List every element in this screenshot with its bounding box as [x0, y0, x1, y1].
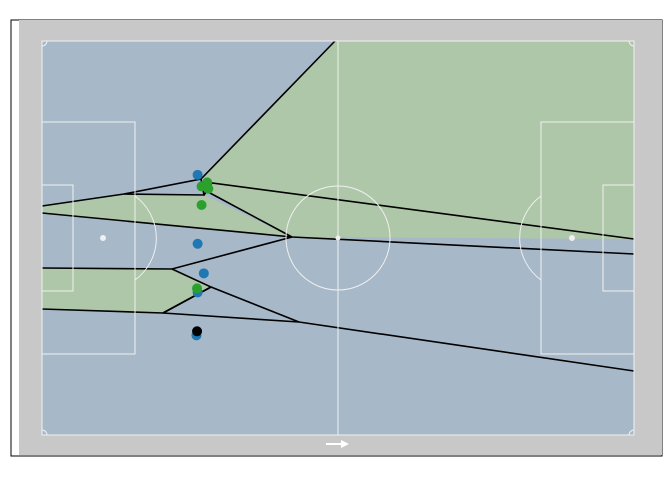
corner-arc — [628, 40, 635, 47]
team-a-player — [192, 169, 203, 180]
team-a-player — [192, 238, 203, 249]
team-b-player — [196, 199, 207, 210]
left-goal-area — [41, 184, 74, 292]
boundary-line — [41, 40, 336, 207]
corner-arc — [41, 429, 48, 436]
boundary-line — [209, 192, 293, 238]
ball — [192, 326, 203, 337]
team-b-player — [203, 183, 214, 194]
team-a-player — [198, 268, 209, 279]
pitch-markings — [41, 40, 635, 436]
team-b-region-wing — [42, 194, 292, 237]
team-b-control-regions — [42, 41, 634, 313]
left-penalty-arc — [134, 195, 157, 281]
right-penalty-arc — [519, 195, 542, 281]
boundary-line — [210, 286, 300, 323]
players-layer — [191, 169, 214, 341]
team-b-region-left — [42, 268, 211, 313]
corner-arc — [41, 40, 48, 47]
centre-circle — [285, 185, 391, 291]
team-b-region-upper — [201, 41, 634, 239]
corner-arc — [628, 429, 635, 436]
pitch — [41, 40, 635, 436]
right-goal-area — [602, 184, 635, 292]
boundary-line — [162, 286, 212, 314]
control-boundaries — [41, 40, 635, 372]
team-b-player — [192, 283, 203, 294]
right-penalty-spot — [569, 235, 575, 241]
right-arrow-icon — [326, 440, 349, 448]
centre-spot — [335, 235, 341, 241]
boundary-line — [41, 308, 635, 372]
left-penalty-spot — [100, 235, 106, 241]
